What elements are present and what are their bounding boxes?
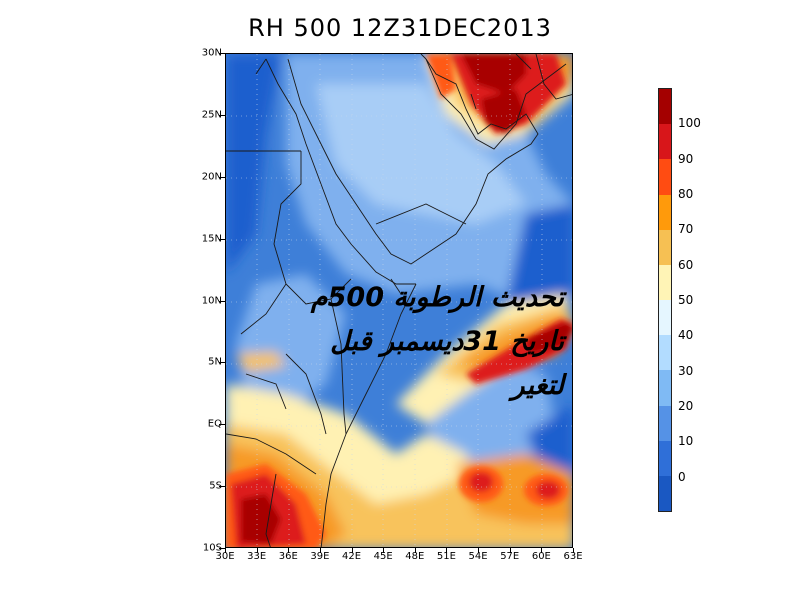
longitude-tick-mark (509, 548, 511, 553)
colorbar-tick-label: 20 (678, 399, 694, 413)
humidity-field-map (226, 54, 572, 547)
longitude-tick-label: 30E (215, 551, 235, 562)
colorbar-segment (659, 194, 671, 230)
colorbar-tick-label: 30 (678, 363, 694, 378)
field-light-blue-africa (236, 274, 346, 414)
latitude-tick-label: 30N (201, 47, 222, 59)
colorbar-segment (659, 370, 671, 406)
field-pale-blue-arabia (316, 84, 526, 224)
latitude-tick-label: EQ (207, 418, 222, 430)
colorbar-segment (659, 159, 671, 195)
latitude-tick-label: 5S (209, 480, 222, 492)
arabic-caption-line-3: لتغير (511, 370, 564, 401)
field-dark-blue-west (226, 54, 281, 274)
longitude-tick-label: 39E (310, 551, 330, 562)
colorbar-segment (659, 475, 671, 512)
latitude-tick-label: 15N (201, 233, 222, 245)
latitude-tick-mark (219, 176, 225, 178)
field-dark-red-band (526, 322, 572, 354)
latitude-tick-mark (219, 238, 225, 240)
colorbar-tick-label: 10 (678, 434, 694, 449)
latitude-tick-mark (219, 548, 225, 549)
arabic-caption-line-1: تحديث الرطوبة 500م (310, 282, 564, 313)
longitude-tick-mark (414, 548, 416, 553)
longitude-tick-label: 57E (500, 551, 520, 562)
longitude-tick-mark (478, 548, 480, 553)
longitude-tick-mark (383, 548, 385, 553)
colorbar-tick-label: 90 (678, 151, 694, 166)
lat-lon-grid (226, 54, 572, 547)
longitude-tick-label: 51E (436, 551, 456, 562)
colorbar-tick-label: 0 (678, 469, 686, 484)
longitude-tick-label: 36E (278, 551, 298, 562)
latitude-tick-label: 10S (202, 542, 222, 554)
field-dark-blue-east (506, 204, 572, 324)
longitude-tick-label: 54E (468, 551, 488, 562)
longitude-tick-mark (446, 548, 448, 553)
colorbar-tick-label: 40 (678, 328, 694, 343)
latitude-tick-mark (219, 53, 225, 54)
latitude-tick-label: 10N (201, 295, 222, 306)
longitude-tick-mark (541, 548, 543, 553)
longitude-tick-mark (225, 548, 226, 553)
map-plot-area (225, 53, 573, 548)
longitude-tick-label: 45E (373, 551, 393, 562)
latitude-tick-mark (219, 300, 225, 302)
colorbar-segment (659, 89, 671, 125)
latitude-tick-label: 20N (201, 171, 222, 183)
longitude-tick-label: 48E (405, 551, 425, 562)
longitude-tick-label: 33E (247, 551, 267, 562)
colorbar-tick-label: 70 (678, 222, 694, 237)
colorbar-segment (659, 405, 671, 441)
longitude-tick-mark (351, 548, 353, 553)
longitude-tick-label: 60E (531, 551, 551, 562)
longitude-tick-mark (319, 548, 321, 553)
latitude-tick-mark (219, 486, 225, 488)
chart-title: RH 500 12Z31DEC2013 (248, 14, 552, 42)
field-red-cell-2 (536, 481, 560, 499)
longitude-tick-mark (256, 548, 258, 553)
latitude-tick-mark (219, 424, 225, 426)
longitude-tick-label: 42E (342, 551, 362, 562)
colorbar-tick-label: 60 (678, 257, 694, 272)
longitude-tick-label: 63E (563, 551, 583, 562)
latitude-tick-mark (219, 114, 225, 116)
colorbar-tick-label: 80 (678, 187, 694, 201)
colorbar-segment (659, 229, 671, 265)
arabic-caption-line-2: تاريخ 31ديسمبر قبل (330, 326, 564, 357)
colorbar-segment (659, 264, 671, 301)
field-dark-blue-southeast (526, 405, 572, 474)
field-red-cell-1 (469, 472, 493, 492)
latitude-tick-label: 5N (208, 356, 222, 368)
field-light-orange-west (236, 352, 286, 372)
colorbar-tick-label: 50 (678, 293, 694, 307)
longitude-tick-mark (573, 548, 574, 553)
coastlines-and-borders (226, 54, 572, 547)
latitude-tick-label: 25N (201, 109, 222, 121)
colorbar-tick-label: 100 (678, 116, 701, 131)
longitude-tick-mark (288, 548, 290, 553)
colorbar-segment (659, 300, 671, 336)
colorbar (658, 88, 672, 512)
colorbar-segment (659, 440, 671, 476)
colorbar-segment (659, 335, 671, 371)
latitude-tick-mark (219, 362, 225, 364)
colorbar-segment (659, 124, 671, 160)
